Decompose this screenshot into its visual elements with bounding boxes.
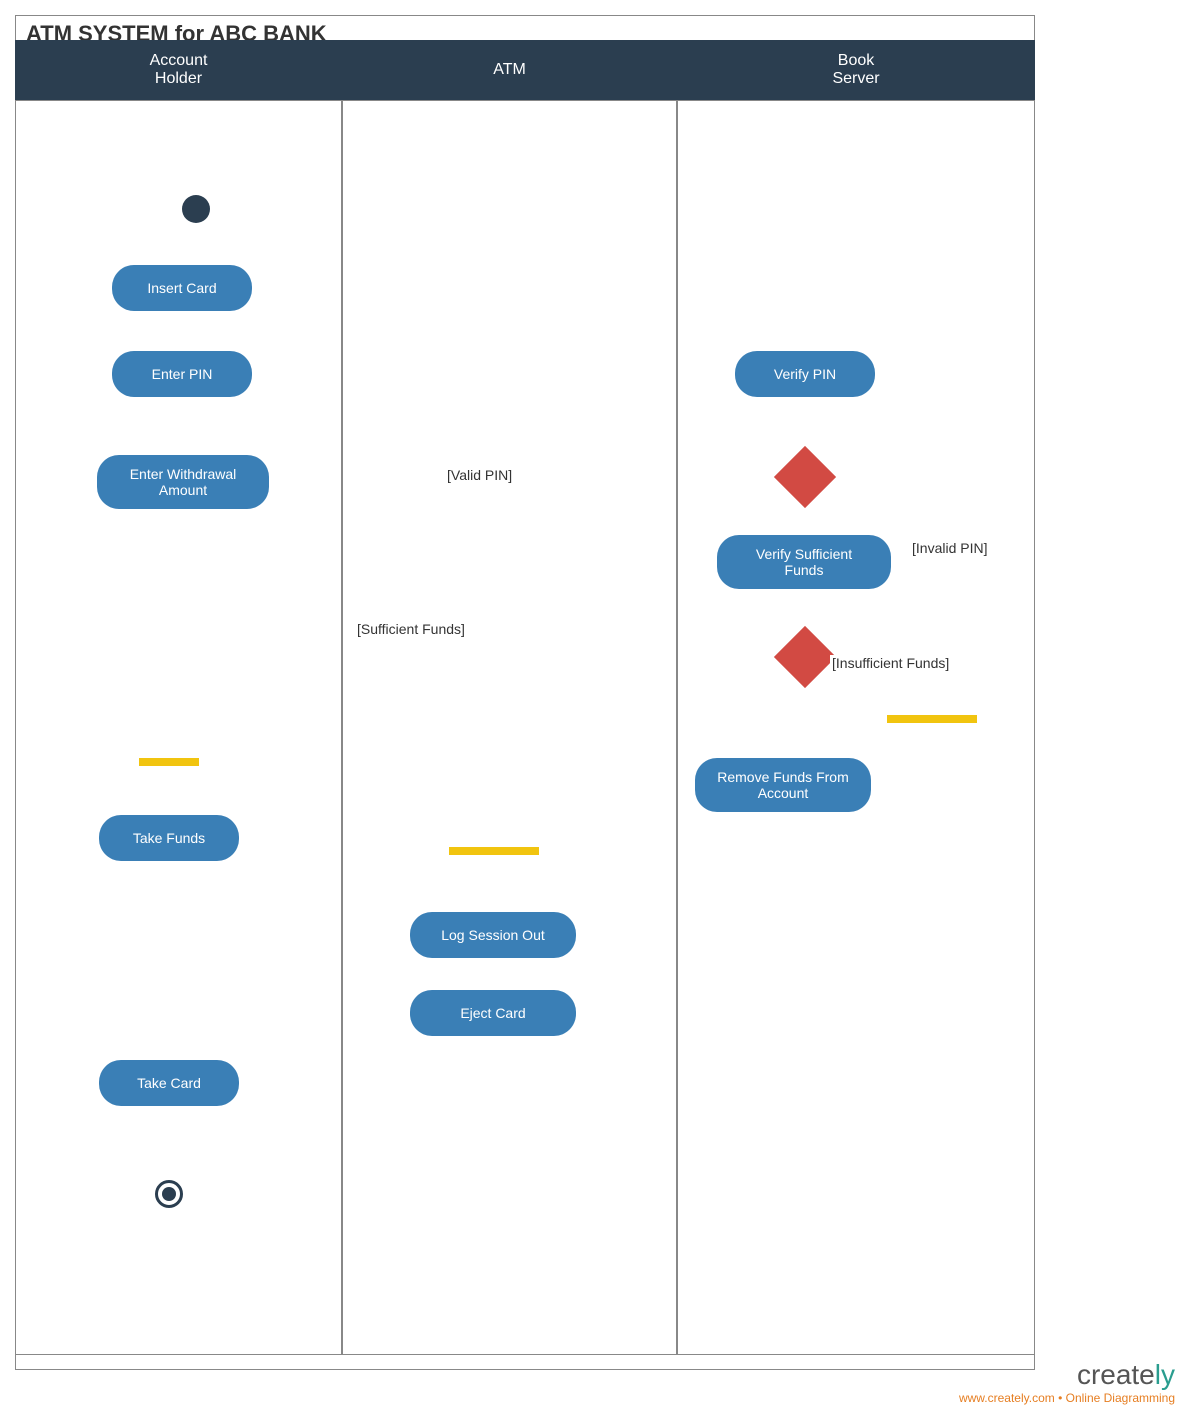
activity-enter_withdraw: Enter Withdrawal Amount	[97, 455, 269, 509]
fork-fork_left	[139, 758, 199, 766]
edge-label: [Insufficient Funds]	[830, 655, 951, 671]
activity-enter_pin: Enter PIN	[112, 351, 252, 397]
footer-logo: creately www.creately.com • Online Diagr…	[959, 1359, 1175, 1405]
activity-take_card: Take Card	[99, 1060, 239, 1106]
fork-join_center	[449, 847, 539, 855]
swimlane-body	[342, 100, 677, 1355]
swimlane-header: Book Server	[677, 40, 1035, 100]
edge-label: [Invalid PIN]	[910, 540, 989, 556]
edge-label: [Valid PIN]	[445, 467, 514, 483]
activity-verify_pin: Verify PIN	[735, 351, 875, 397]
activity-verify_funds: Verify Sufficient Funds	[717, 535, 891, 589]
swimlane-header: Account Holder	[15, 40, 342, 100]
activity-log_out: Log Session Out	[410, 912, 576, 958]
activity-remove_funds: Remove Funds From Account	[695, 758, 871, 812]
footer-brand-main: create	[1077, 1359, 1155, 1390]
activity-eject_card: Eject Card	[410, 990, 576, 1036]
footer-tagline: www.creately.com • Online Diagramming	[959, 1391, 1175, 1405]
activity-insert_card: Insert Card	[112, 265, 252, 311]
activity-take_funds: Take Funds	[99, 815, 239, 861]
swimlane-header: ATM	[342, 40, 677, 100]
end-node	[155, 1180, 183, 1208]
start-node	[182, 195, 210, 223]
edge-label: [Sufficient Funds]	[355, 621, 467, 637]
swimlane-body	[677, 100, 1035, 1355]
footer-brand-suffix: ly	[1155, 1359, 1175, 1390]
fork-fork_right	[887, 715, 977, 723]
